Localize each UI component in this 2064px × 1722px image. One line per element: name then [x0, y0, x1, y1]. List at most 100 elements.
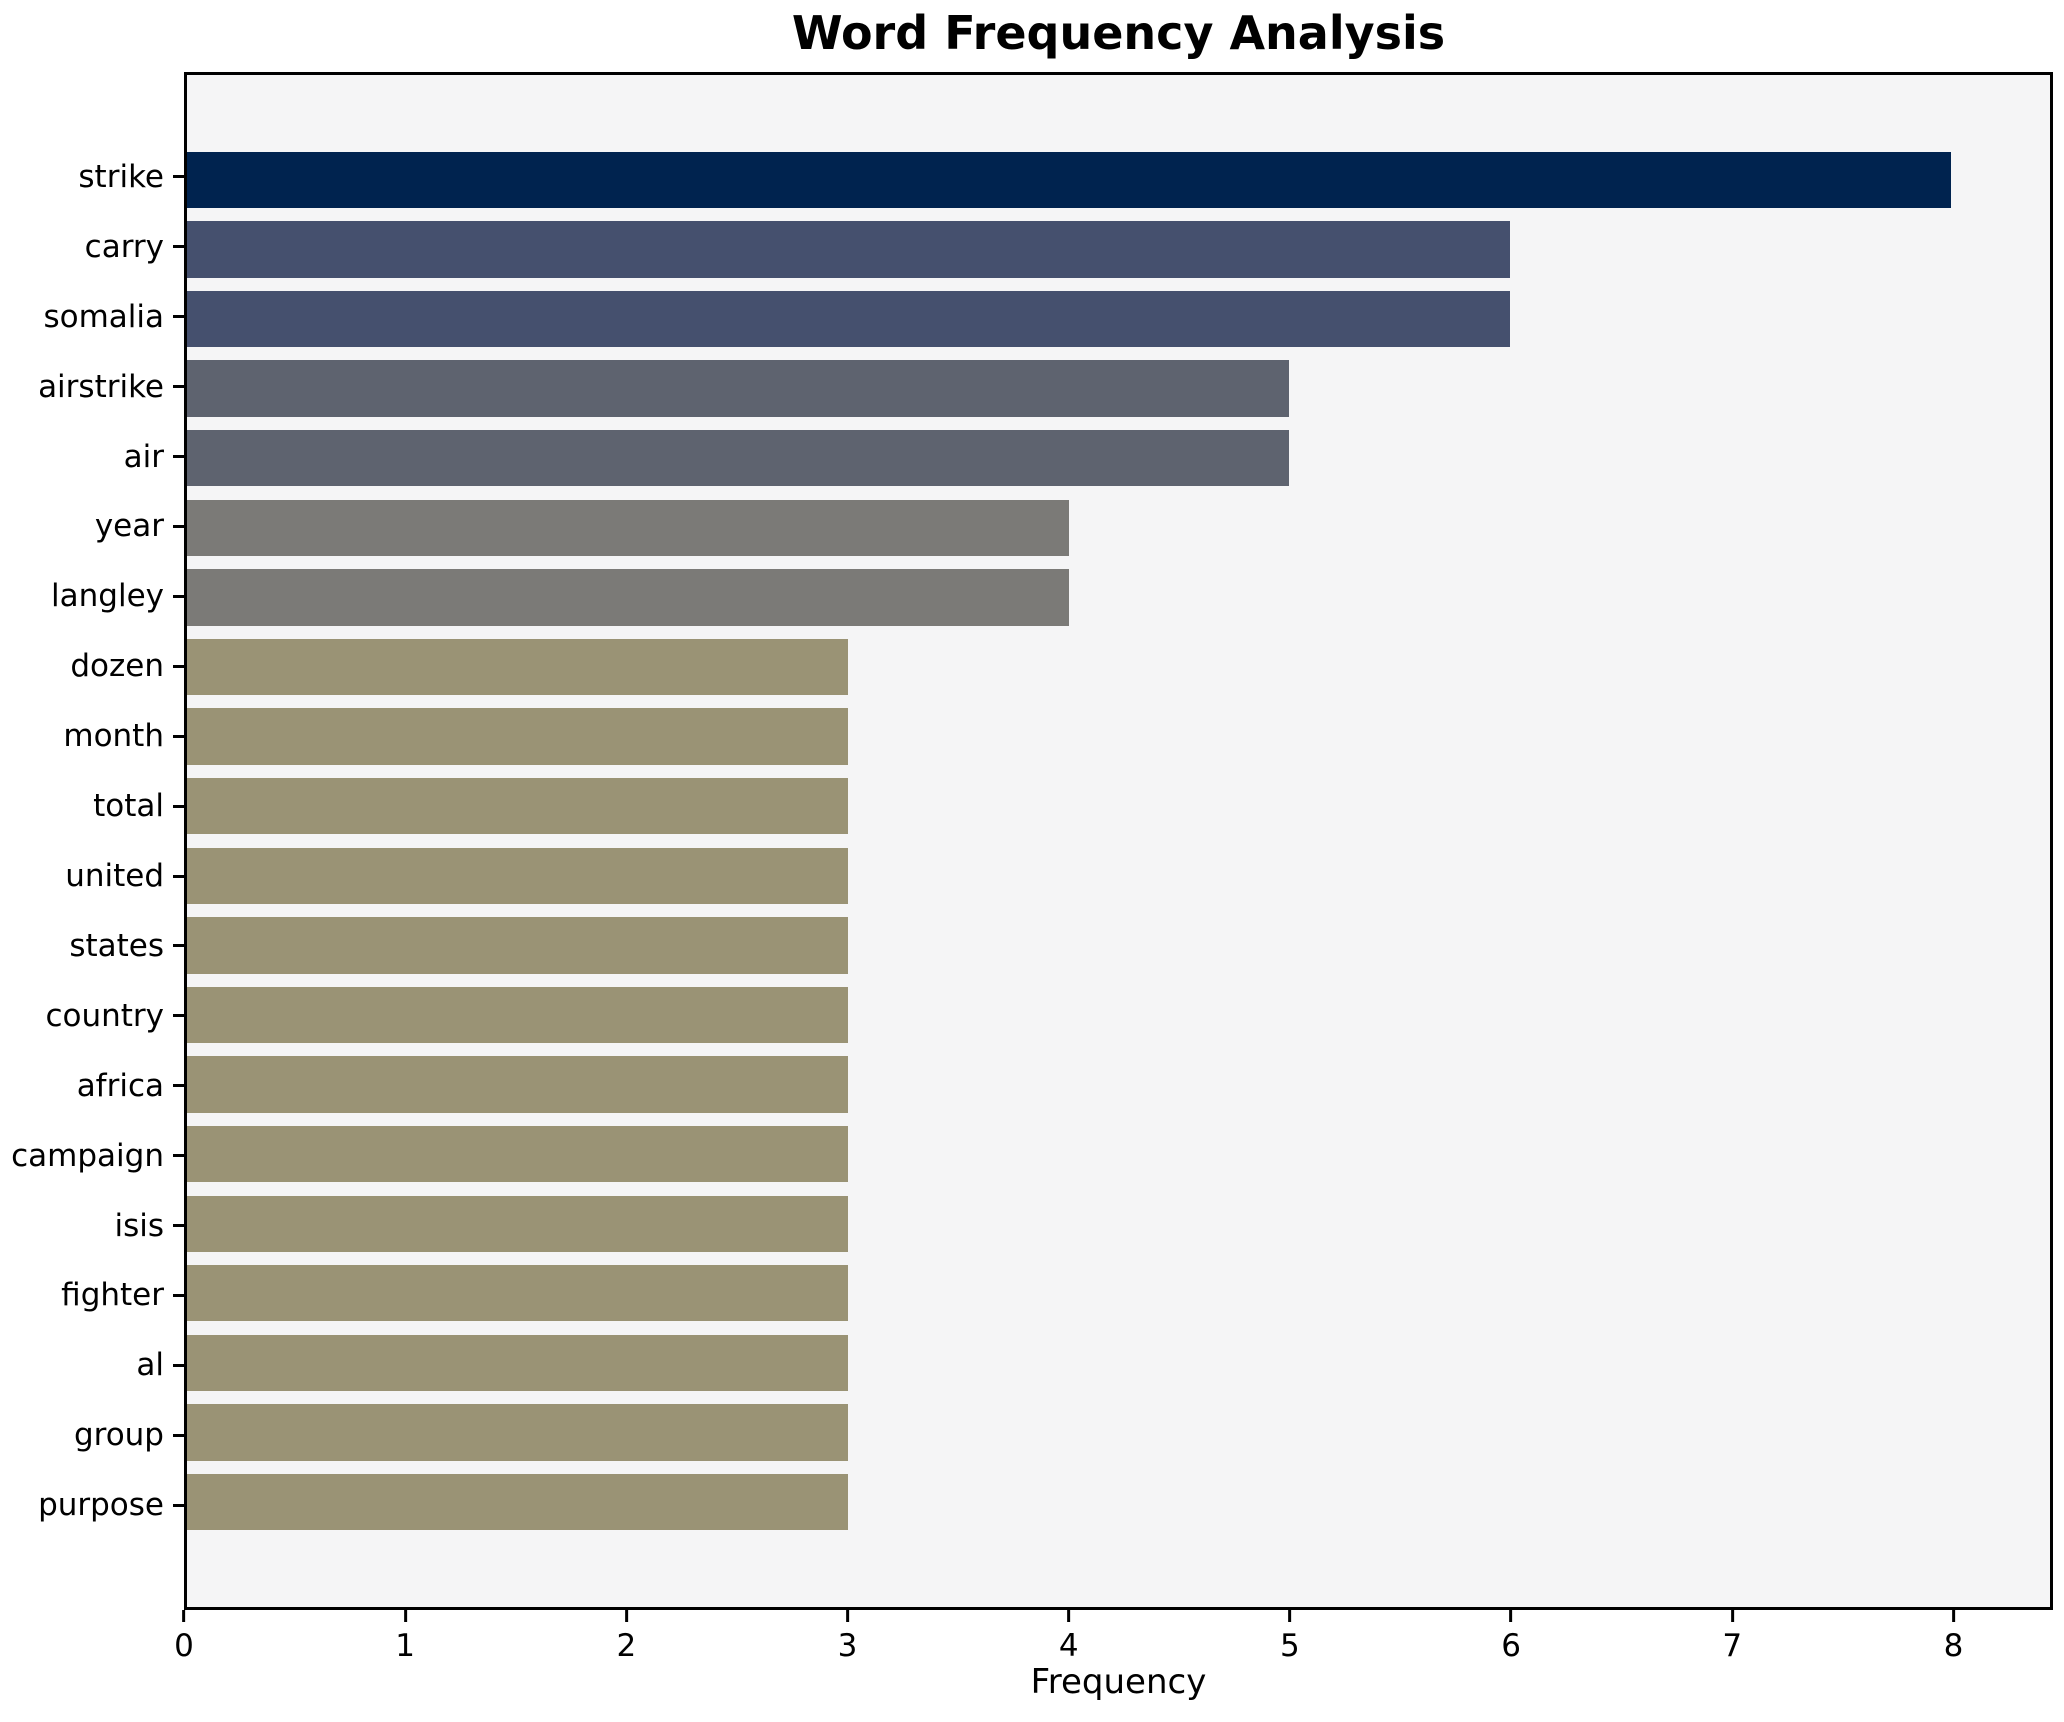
y-tick-label-group: group	[73, 1417, 164, 1454]
x-tick-mark	[1951, 1610, 1955, 1622]
bar-row-united	[187, 841, 2050, 911]
y-tick-mark	[173, 734, 184, 738]
y-tick-mark	[173, 594, 184, 598]
x-tick-label: 8	[1943, 1628, 1964, 1664]
bar-row-africa	[187, 1050, 2050, 1120]
bar-row-al	[187, 1328, 2050, 1398]
y-tick-label-country: country	[45, 997, 164, 1034]
bar-row-isis	[187, 1189, 2050, 1259]
y-tick-label-year: year	[94, 508, 164, 545]
y-tick-label-africa: africa	[76, 1067, 164, 1104]
x-tick-7: 7	[1722, 1610, 1742, 1664]
bar-row-fighter	[187, 1259, 2050, 1329]
x-tick-8: 8	[1943, 1610, 1964, 1664]
bar-country	[187, 986, 849, 1044]
bar-row-total	[187, 771, 2050, 841]
bar-row-dozen	[187, 632, 2050, 702]
y-tick-mark	[173, 1503, 184, 1507]
bar-united	[187, 847, 849, 904]
y-tick-row-united: united	[0, 841, 184, 911]
bar-langley	[187, 569, 1069, 626]
bar-row-purpose	[187, 1467, 2050, 1537]
y-tick-label-states: states	[69, 927, 164, 964]
y-tick-row-air: air	[0, 422, 184, 492]
bar-row-year	[187, 493, 2050, 563]
y-tick-row-isis: isis	[0, 1191, 184, 1261]
bar-row-somalia	[187, 284, 2050, 354]
bar-total	[187, 777, 849, 835]
y-tick-mark	[173, 944, 184, 948]
y-axis-labels: strike carry somalia airstrike air year langle…	[0, 72, 184, 1610]
y-tick-mark	[173, 1293, 184, 1297]
x-axis-ticks: 0 1 2 3 4 5 6 7 8	[174, 1610, 2053, 1680]
x-tick-6: 6	[1501, 1610, 1521, 1664]
chart-title: Word Frequency Analysis	[791, 6, 1446, 60]
y-tick-row-airstrike: airstrike	[0, 352, 184, 422]
bar-somalia	[187, 290, 1510, 348]
y-tick-label-fighter: fighter	[61, 1277, 164, 1314]
x-tick-mark	[182, 1610, 186, 1622]
x-tick-label: 4	[1058, 1628, 1079, 1664]
bar-campaign	[187, 1125, 849, 1183]
y-tick-label-dozen: dozen	[70, 648, 164, 685]
bar-row-month	[187, 702, 2050, 772]
y-tick-label-strike: strike	[78, 158, 164, 195]
y-tick-row-africa: africa	[0, 1051, 184, 1121]
bar-row-airstrike	[187, 354, 2050, 424]
y-tick-row-total: total	[0, 771, 184, 841]
y-tick-mark	[173, 1224, 184, 1228]
y-tick-row-group: group	[0, 1400, 184, 1470]
bar-month	[187, 708, 849, 765]
x-axis-label: Frequency	[1030, 1662, 1207, 1702]
y-tick-row-al: al	[0, 1330, 184, 1400]
y-tick-row-purpose: purpose	[0, 1470, 184, 1540]
x-tick-mark	[846, 1610, 850, 1622]
y-tick-row-carry: carry	[0, 212, 184, 282]
bar-airstrike	[187, 360, 1290, 417]
y-tick-mark	[173, 245, 184, 249]
y-tick-mark	[173, 664, 184, 668]
bar-row-langley	[187, 563, 2050, 633]
bar-group	[187, 1404, 849, 1461]
y-tick-row-somalia: somalia	[0, 282, 184, 352]
y-tick-row-fighter: fighter	[0, 1261, 184, 1331]
bar-row-strike	[187, 145, 2050, 215]
bar-al	[187, 1334, 849, 1392]
y-tick-row-country: country	[0, 981, 184, 1051]
bar-row-campaign	[187, 1119, 2050, 1189]
bar-dozen	[187, 638, 849, 696]
bar-states	[187, 917, 849, 974]
bar-row-carry	[187, 215, 2050, 285]
x-tick-5: 5	[1280, 1610, 1300, 1664]
y-tick-mark	[173, 1363, 184, 1367]
y-tick-label-united: united	[65, 858, 164, 895]
y-tick-label-purpose: purpose	[38, 1487, 164, 1524]
y-tick-mark	[173, 874, 184, 878]
x-tick-2: 2	[616, 1610, 636, 1664]
x-tick-label: 6	[1501, 1628, 1521, 1664]
bar-africa	[187, 1056, 849, 1113]
y-tick-label-airstrike: airstrike	[38, 368, 164, 405]
x-tick-label: 7	[1722, 1628, 1743, 1664]
x-tick-mark	[1509, 1610, 1513, 1622]
y-tick-mark	[173, 385, 184, 389]
bar-row-air	[187, 423, 2050, 493]
bars-container	[187, 75, 2050, 1607]
y-tick-mark	[173, 524, 184, 528]
y-tick-label-al: al	[136, 1347, 164, 1384]
y-tick-row-month: month	[0, 701, 184, 771]
x-tick-3: 3	[838, 1610, 857, 1664]
y-tick-row-strike: strike	[0, 142, 184, 212]
x-tick-mark	[624, 1610, 628, 1622]
x-tick-label: 2	[616, 1628, 637, 1664]
x-tick-label: 1	[395, 1628, 416, 1664]
y-tick-label-air: air	[123, 438, 164, 475]
bar-carry	[187, 221, 1510, 278]
x-tick-0: 0	[174, 1610, 194, 1664]
y-tick-row-states: states	[0, 911, 184, 981]
x-tick-mark	[1067, 1610, 1071, 1622]
bar-isis	[187, 1195, 849, 1252]
y-tick-mark	[173, 175, 184, 179]
y-tick-mark	[173, 1154, 184, 1158]
